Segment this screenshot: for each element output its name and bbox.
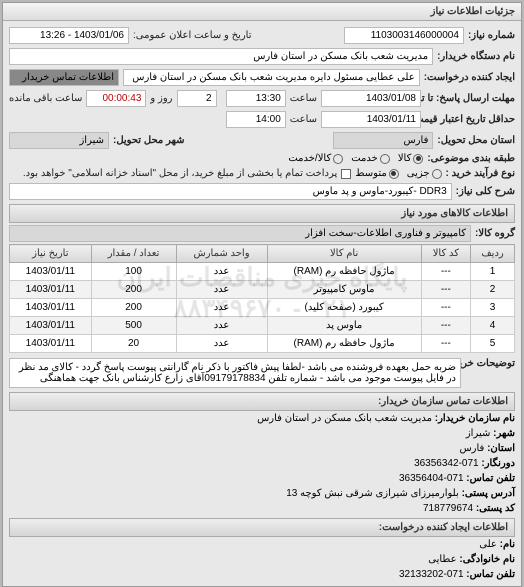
days-left-label: روز و — [150, 93, 172, 104]
table-header: ردیف — [471, 245, 515, 263]
c-zip: 718779674 — [423, 503, 473, 514]
buyer-notes-label: توضیحات خریدار: — [465, 358, 515, 369]
p-name-label: نام: — [500, 539, 515, 550]
table-header: نام کالا — [267, 245, 421, 263]
deadline-send-time: 13:30 — [226, 90, 286, 107]
p-family: عطایی — [428, 554, 456, 565]
contact-person-title: اطلاعات ایجاد کننده درخواست: — [9, 518, 515, 537]
group-field: کامپیوتر و فناوری اطلاعات-سخت افزار — [9, 225, 471, 242]
validity-label: حداقل تاریخ اعتبار قیمت: تا تاریخ: — [425, 114, 515, 125]
row-key-desc: شرح کلی نیاز: DDR3 -کیبورد-ماوس و پد ماو… — [9, 181, 515, 202]
announce-label: تاریخ و ساعت اعلان عمومی: — [133, 30, 252, 41]
row-group: گروه کالا: کامپیوتر و فناوری اطلاعات-سخت… — [9, 223, 515, 244]
contact-person-block: نام: علی نام خانوادگی: عطایی تلفن تماس: … — [9, 537, 515, 582]
table-header: تعداد / مقدار — [91, 245, 176, 263]
row-req-number: شماره نیاز: 1103003146000004 تاریخ و ساع… — [9, 25, 515, 46]
org-name: مدیریت شعب بانک مسکن در استان فارس — [257, 413, 432, 424]
row-validity: حداقل تاریخ اعتبار قیمت: تا تاریخ: 1403/… — [9, 109, 515, 130]
radio-mid[interactable]: متوسط — [355, 168, 398, 179]
requester-label: ایجاد کننده درخواست: — [424, 72, 515, 83]
deadline-send-label: مهلت ارسال پاسخ: تا تاریخ: — [425, 93, 515, 104]
deadline-send-date: 1403/01/08 — [321, 90, 421, 107]
p-phone: 071-32133202 — [399, 569, 464, 580]
buyer-name-field: مدیریت شعب بانک مسکن در استان فارس — [9, 48, 433, 65]
process-note: پرداخت تمام یا بخشی از مبلغ خرید، از محل… — [23, 168, 337, 179]
requester-field: علی عطایی مسئول دایره مدیریت شعب بانک مس… — [123, 69, 420, 86]
group-label: گروه کالا: — [475, 228, 515, 239]
c-fax-label: دورنگار: — [481, 458, 515, 469]
req-number-field: 1103003146000004 — [344, 27, 464, 44]
c-city-label: شهر: — [493, 428, 515, 439]
panel-title: جزئیات اطلاعات نیاز — [3, 3, 521, 21]
announce-field: 1403/01/06 - 13:26 — [9, 27, 129, 44]
days-left-field: 2 — [177, 90, 217, 107]
req-number-label: شماره نیاز: — [468, 30, 515, 41]
radio-low[interactable]: جزیی — [407, 168, 442, 179]
buyer-name-label: نام دستگاه خریدار: — [437, 51, 515, 62]
validity-date: 1403/01/11 — [321, 111, 421, 128]
items-table: ردیفکد کالانام کالاواحد شمارشتعداد / مقد… — [9, 244, 515, 353]
c-addr-label: آدرس پستی: — [462, 488, 515, 499]
row-requester: ایجاد کننده درخواست: علی عطایی مسئول دای… — [9, 67, 515, 88]
buyer-notes-field: ضربه حمل بعهده فروشنده می باشد -لطفا پیش… — [9, 358, 461, 388]
p-phone-label: تلفن تماس: — [466, 569, 515, 580]
c-addr: بلوارمیرزای شیرازی شرقی نبش کوچه 13 — [286, 488, 459, 499]
table-row: 1---ماژول حافظه رم (RAM)عدد1001403/01/11 — [10, 263, 515, 281]
subject-type-label: طبقه بندی موضوعی: — [427, 153, 515, 164]
row-buyer-name: نام دستگاه خریدار: مدیریت شعب بانک مسکن … — [9, 46, 515, 67]
table-row: 2---ماوس کامپیوترعدد2001403/01/11 — [10, 281, 515, 299]
row-subject-type: طبقه بندی موضوعی: کالا خدمت کالا/خدمت — [9, 151, 515, 166]
c-province: فارس — [459, 443, 484, 454]
time-label-1: ساعت — [290, 93, 317, 104]
table-row: 3---کیبورد (صفحه کلید)عدد2001403/01/11 — [10, 299, 515, 317]
table-row: 4---ماوس پدعدد5001403/01/11 — [10, 317, 515, 335]
row-deadline-send: مهلت ارسال پاسخ: تا تاریخ: 1403/01/08 سا… — [9, 88, 515, 109]
table-header: واحد شمارش — [176, 245, 267, 263]
radio-service[interactable]: خدمت — [351, 153, 390, 164]
validity-time: 14:00 — [226, 111, 286, 128]
key-desc-field: DDR3 -کیبورد-ماوس و پد ماوس — [9, 183, 452, 200]
c-city: شیراز — [466, 428, 491, 439]
process-type-label: نوع فرآیند خرید : — [446, 168, 515, 179]
buyer-contact-link[interactable]: اطلاعات تماس خریدار — [9, 69, 119, 86]
row-buyer-notes: توضیحات خریدار: ضربه حمل بعهده فروشنده م… — [9, 356, 515, 390]
table-header: تاریخ نیاز — [10, 245, 92, 263]
org-name-label: نام سازمان خریدار: — [435, 413, 515, 424]
c-phone: 071-36356404 — [399, 473, 464, 484]
row-location: استان محل تحویل: فارس شهر محل تحویل: شیر… — [9, 130, 515, 151]
c-fax: 071-36356342 — [414, 458, 479, 469]
table-header: کد کالا — [421, 245, 470, 263]
c-phone-label: تلفن تماس: — [466, 473, 515, 484]
table-row: 5---ماژول حافظه رم (RAM)عدد201403/01/11 — [10, 335, 515, 353]
time-label-2: ساعت — [290, 114, 317, 125]
province-label: استان محل تحویل: — [437, 135, 515, 146]
time-left-label: ساعت باقی مانده — [9, 93, 82, 104]
c-zip-label: کد پستی: — [476, 503, 515, 514]
treasury-checkbox[interactable] — [341, 169, 351, 179]
time-left-field: 00:00:43 — [86, 90, 146, 107]
row-process-type: نوع فرآیند خرید : جزیی متوسط پرداخت تمام… — [9, 166, 515, 181]
city-label: شهر محل تحویل: — [113, 135, 185, 146]
province-field: فارس — [333, 132, 433, 149]
radio-goods[interactable]: کالا — [398, 153, 424, 164]
city-field: شیراز — [9, 132, 109, 149]
radio-both[interactable]: کالا/خدمت — [288, 153, 343, 164]
need-details-panel: جزئیات اطلاعات نیاز شماره نیاز: 11030031… — [2, 2, 522, 587]
c-province-label: استان: — [487, 443, 515, 454]
contact-block: نام سازمان خریدار: مدیریت شعب بانک مسکن … — [9, 411, 515, 516]
p-family-label: نام خانوادگی: — [459, 554, 515, 565]
p-name: علی — [479, 539, 497, 550]
items-section-title: اطلاعات کالاهای مورد نیاز — [9, 204, 515, 223]
contact-title: اطلاعات تماس سازمان خریدار: — [9, 392, 515, 411]
key-desc-label: شرح کلی نیاز: — [456, 186, 515, 197]
